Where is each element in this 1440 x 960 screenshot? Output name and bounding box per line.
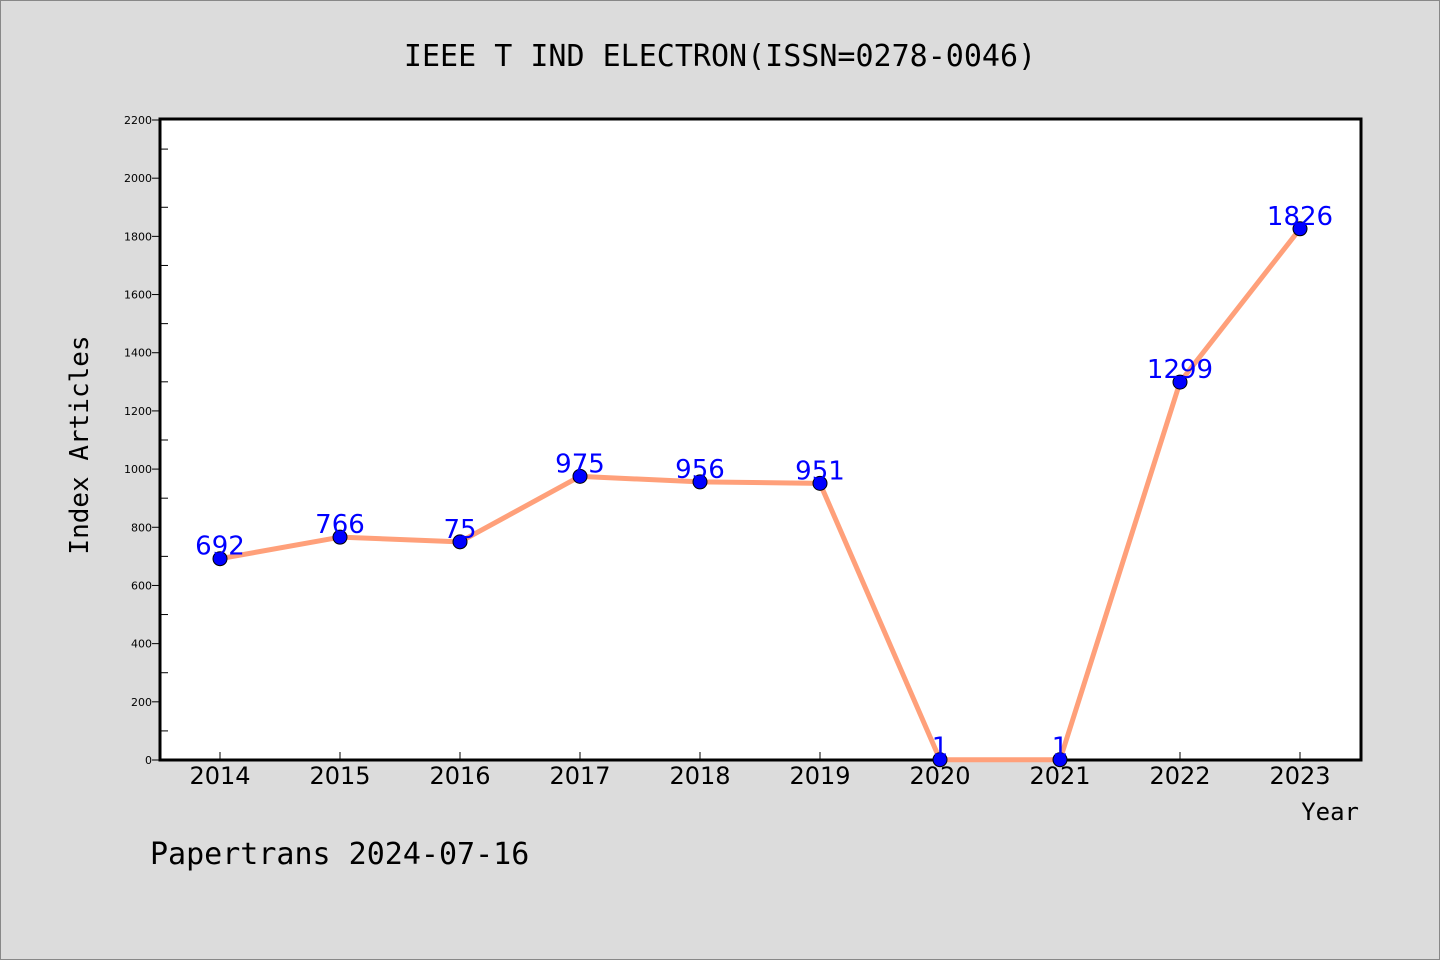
- data-point: [212, 551, 228, 567]
- y-tick-label: 2000: [124, 172, 152, 185]
- data-point: [812, 475, 828, 491]
- data-point: [332, 529, 348, 545]
- x-tick-label: 2022: [1149, 762, 1210, 790]
- plot-area: [158, 117, 1363, 762]
- y-tick-label: 200: [131, 696, 152, 709]
- y-tick-label: 0: [145, 754, 152, 767]
- data-label: 766: [315, 510, 365, 540]
- x-tick-label: 2019: [789, 762, 850, 790]
- data-label: 975: [555, 449, 605, 479]
- data-label: 75: [443, 515, 476, 545]
- data-label: 692: [195, 532, 245, 562]
- data-point: [572, 468, 588, 484]
- x-axis: 2014 2015 2016 2017 2018 2019 2020 2021 2022 2023: [189, 752, 1331, 790]
- x-tick-label: 2018: [669, 762, 730, 790]
- x-tick-label: 2016: [429, 762, 490, 790]
- x-tick-label: 2023: [1269, 762, 1330, 790]
- y-tick-label: 400: [131, 638, 152, 651]
- y-tick-label: 1400: [124, 347, 152, 360]
- y-tick-label: 1200: [124, 405, 152, 418]
- x-tick-label: 2015: [309, 762, 370, 790]
- y-tick-label: 800: [131, 521, 152, 534]
- data-label: 956: [675, 455, 725, 485]
- y-tick-label: 600: [131, 579, 152, 592]
- data-labels: 692 766 75 975 956 951 1 1 1299 1826: [195, 202, 1333, 763]
- data-label: 1299: [1147, 355, 1213, 385]
- data-point: [692, 474, 708, 490]
- x-tick-label: 2014: [189, 762, 250, 790]
- series-line: [219, 227, 1302, 763]
- y-axis-label: Index Articles: [65, 335, 95, 554]
- data-label: 1826: [1267, 202, 1333, 232]
- data-label: 1: [1052, 733, 1069, 763]
- data-point: [1292, 221, 1308, 237]
- data-point: [1052, 752, 1068, 768]
- data-point: [1172, 374, 1188, 390]
- data-label: 1: [932, 733, 949, 763]
- data-point: [932, 752, 948, 768]
- data-label: 951: [795, 456, 845, 486]
- footer-text: Papertrans 2024-07-16: [150, 837, 529, 872]
- y-tick-label: 2200: [124, 114, 152, 127]
- y-tick-label: 1800: [124, 230, 152, 243]
- y-tick-label: 1600: [124, 289, 152, 302]
- data-point: [452, 534, 468, 550]
- chart-title: IEEE T IND ELECTRON(ISSN=0278-0046): [404, 39, 1036, 74]
- x-axis-label: Year: [1301, 798, 1359, 826]
- x-tick-label: 2017: [549, 762, 610, 790]
- y-tick-label: 1000: [124, 463, 152, 476]
- data-points: [212, 221, 1308, 768]
- y-axis: 0 200 400 600 800 1000 1200 1400 1600 1800 2000 220…: [124, 114, 168, 767]
